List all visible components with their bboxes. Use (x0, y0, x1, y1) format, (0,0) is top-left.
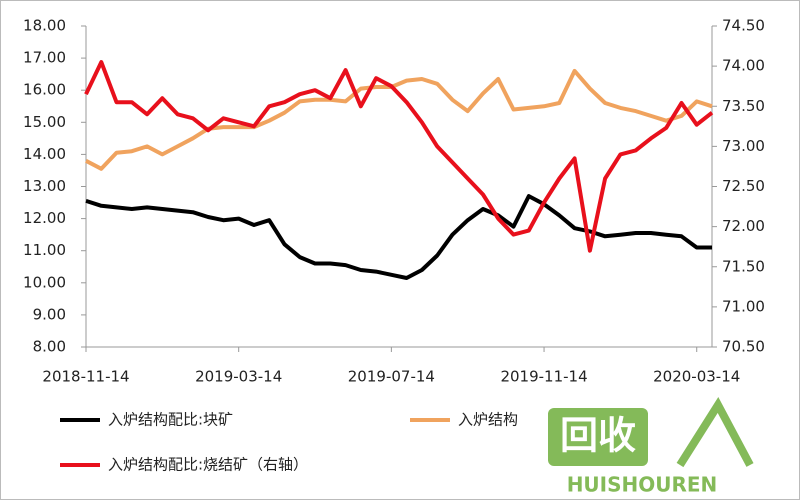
y2-tick-label: 70.50 (722, 338, 765, 356)
x-tick-label: 2018-11-14 (42, 368, 129, 386)
y2-tick-label: 72.50 (722, 177, 765, 195)
watermark-box (548, 408, 648, 466)
y2-tick-label: 71.00 (722, 297, 765, 315)
y2-tick-label: 71.50 (722, 257, 765, 275)
x-tick-label: 2019-11-14 (500, 368, 587, 386)
series-line (85, 68, 713, 171)
y-tick-label: 11.00 (23, 241, 66, 259)
y2-tick-label: 74.00 (722, 57, 765, 75)
y-tick-label: 18.00 (23, 17, 66, 35)
x-tick-label: 2020-03-14 (653, 368, 740, 386)
legend-label: 入炉结构配比:烧结矿（右轴） (108, 456, 308, 474)
y2-tick-label: 73.00 (722, 137, 765, 155)
watermark-text: HUISHOUREN (567, 473, 718, 497)
y-tick-label: 12.00 (23, 209, 66, 227)
x-tick-label: 2019-07-14 (348, 368, 435, 386)
watermark: 回收 HUISHOUREN (548, 397, 754, 497)
y-tick-label: 17.00 (23, 49, 66, 67)
series-line (85, 194, 712, 280)
y2-tick-label: 73.50 (722, 97, 765, 115)
legend-label: 入炉结构 (458, 411, 518, 429)
series-line (84, 60, 714, 253)
y-tick-label: 14.00 (23, 145, 66, 163)
y-tick-label: 15.00 (23, 113, 66, 131)
y-tick-label: 16.00 (23, 81, 66, 99)
legend-label: 入炉结构配比:块矿 (108, 411, 233, 429)
y-tick-label: 8.00 (33, 338, 66, 356)
y-tick-label: 10.00 (23, 273, 66, 291)
y2-tick-label: 72.00 (722, 217, 765, 235)
watermark-icon (676, 397, 754, 468)
y-tick-label: 9.00 (33, 305, 66, 323)
watermark-logo: 回收 (560, 414, 636, 458)
y2-tick-label: 74.50 (722, 17, 765, 35)
x-tick-label: 2019-03-14 (195, 368, 282, 386)
y-tick-label: 13.00 (23, 177, 66, 195)
